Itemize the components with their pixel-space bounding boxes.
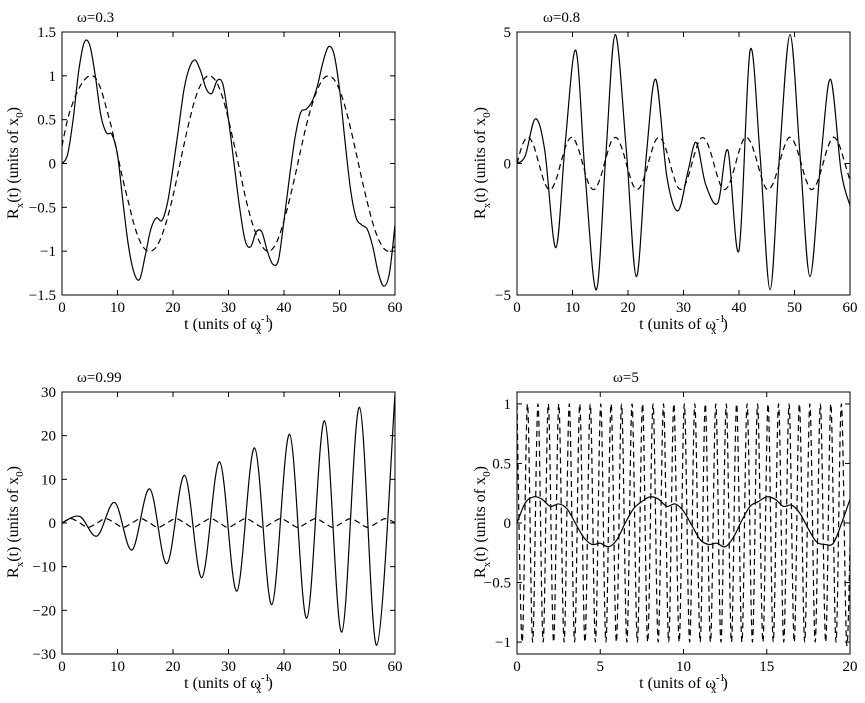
panel-title: ω=0.99 — [77, 370, 122, 386]
y-tick-label: 0.5 — [37, 113, 56, 129]
y-tick-label: −10 — [33, 560, 56, 576]
x-tick-label: 30 — [676, 300, 691, 316]
x-tick-label: 0 — [513, 659, 521, 675]
y-tick-label: 1.5 — [37, 25, 56, 41]
y-tick-label: −20 — [33, 603, 56, 619]
x-tick-label: 30 — [221, 659, 236, 675]
y-tick-label: 0 — [49, 157, 57, 173]
x-tick-label: 50 — [787, 300, 802, 316]
panel-title: ω=5 — [613, 370, 639, 386]
y-tick-label: 20 — [41, 429, 56, 445]
y-tick-label: −1 — [40, 244, 56, 260]
x-tick-label: 20 — [166, 659, 181, 675]
panel-omega-5: ω=5 0 5 10 15 20 −1 −0.5 0 0.5 1 t (units of ω-1 x)… — [472, 370, 858, 696]
x-tick-label: 0 — [513, 300, 521, 316]
y-tick-label: 1 — [504, 397, 512, 413]
panel-title: ω=0.8 — [543, 10, 580, 26]
y-tick-label: 5 — [504, 25, 512, 41]
series-layer — [517, 34, 850, 291]
y-tick-label: 0 — [504, 516, 512, 532]
plot-frame — [61, 31, 396, 296]
x-axis-label: t (units of ω-1 x) — [184, 313, 273, 337]
x-axis-label: t (units of ω-1 x) — [184, 672, 273, 696]
x-tick-label: 20 — [621, 300, 636, 316]
y-tick-label: −30 — [33, 647, 56, 663]
series-line-dashed — [517, 136, 850, 191]
x-tick-label: 15 — [759, 659, 774, 675]
series-layer — [62, 39, 395, 287]
x-axis-label: t (units of ω-1 x) — [639, 672, 728, 696]
y-tick-label: −1 — [495, 635, 511, 651]
y-tick-label: 0.5 — [492, 456, 511, 472]
y-tick-label: 0 — [49, 516, 57, 532]
x-tick-label: 10 — [676, 659, 691, 675]
series-line-dashed — [62, 518, 395, 528]
tick-layer: 0 5 10 15 20 −1 −0.5 0 0.5 1 t (units of ω-1 x) Rx(t… — [472, 392, 858, 696]
x-tick-label: 60 — [388, 659, 403, 675]
x-tick-label: 40 — [277, 659, 292, 675]
series-line-solid — [517, 496, 850, 548]
x-tick-label: 40 — [732, 300, 747, 316]
y-tick-label: −0.5 — [484, 576, 511, 592]
series-line-solid — [62, 39, 395, 287]
y-tick-label: 1 — [49, 69, 57, 85]
series-line-solid — [517, 34, 850, 291]
x-tick-label: 0 — [58, 659, 66, 675]
y-tick-label: −5 — [495, 288, 511, 304]
series-layer — [517, 403, 850, 647]
y-axis-label: Rx(t) (units of x0) — [472, 466, 493, 578]
y-tick-label: 0 — [504, 157, 512, 173]
y-axis-label: Rx(t) (units of x0) — [472, 107, 493, 219]
series-line-solid — [62, 394, 395, 646]
x-tick-label: 50 — [332, 659, 347, 675]
series-line-dashed — [62, 75, 395, 252]
y-tick-label: −1.5 — [29, 288, 56, 304]
y-tick-label: 10 — [41, 472, 56, 488]
x-tick-label: 20 — [843, 659, 858, 675]
y-tick-label: 30 — [41, 385, 56, 401]
panel-omega-0.3: ω=0.3 0 10 20 30 40 50 60 −1.5 −1 −0.5 0 0.5 1 1.5 t (… — [5, 10, 403, 337]
x-tick-label: 5 — [597, 659, 605, 675]
y-axis-label: Rx(t) (units of x0) — [5, 107, 26, 219]
x-tick-label: 10 — [110, 659, 125, 675]
x-tick-label: 60 — [843, 300, 858, 316]
x-tick-label: 40 — [277, 300, 292, 316]
series-line-dashed — [517, 403, 850, 647]
plot-frame — [516, 31, 851, 296]
x-tick-label: 30 — [221, 300, 236, 316]
x-tick-label: 10 — [565, 300, 580, 316]
x-tick-label: 50 — [332, 300, 347, 316]
x-tick-label: 20 — [166, 300, 181, 316]
y-tick-label: −0.5 — [29, 200, 56, 216]
x-tick-label: 10 — [110, 300, 125, 316]
panel-title: ω=0.3 — [77, 10, 114, 26]
x-tick-label: 60 — [388, 300, 403, 316]
y-axis-label: Rx(t) (units of x0) — [5, 466, 26, 578]
series-layer — [62, 394, 395, 646]
x-axis-label: t (units of ω-1 x) — [639, 313, 728, 337]
x-tick-label: 0 — [58, 300, 66, 316]
tick-layer: 0 10 20 30 40 50 60 −1.5 −1 −0.5 0 0.5 1 1.5 t (units … — [5, 25, 403, 337]
